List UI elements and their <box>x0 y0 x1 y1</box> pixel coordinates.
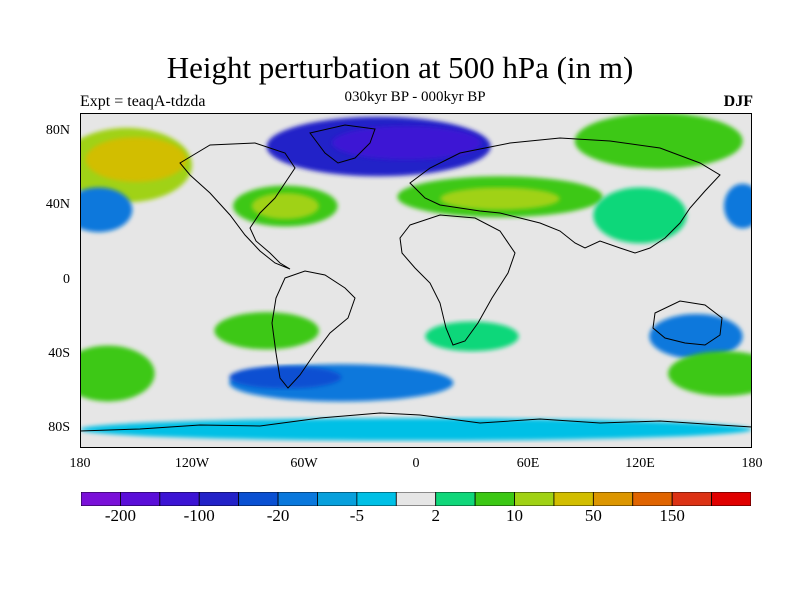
coastline-greenland <box>309 124 376 164</box>
colorbar-swatch <box>514 492 555 506</box>
coastline-north-america <box>179 142 296 270</box>
colorbar-swatch <box>395 492 437 506</box>
colorbar-swatch <box>81 492 121 506</box>
contour-antarctic-band <box>80 418 752 441</box>
lon-tick-label: 0 <box>412 456 420 471</box>
colorbar-label: 50 <box>584 506 602 525</box>
colorbar-swatch <box>671 492 712 506</box>
map-panel <box>80 113 752 448</box>
contour-southern-ocean-high-east <box>668 351 752 396</box>
contour-arctic-canada-low-core <box>332 126 482 160</box>
experiment-label: Expt = teaqA-tdzda <box>80 93 206 110</box>
lon-tick-label: 120E <box>625 456 655 471</box>
lat-tick-label: 40S <box>48 345 70 361</box>
height-perturbation-map <box>80 113 752 448</box>
map-border <box>80 113 752 448</box>
colorbar-swatch <box>553 492 594 506</box>
colorbar-swatch <box>159 492 200 506</box>
contour-north-atlantic-high-core <box>251 193 319 220</box>
lat-tick-label: 0 <box>63 271 70 287</box>
coastline-south-america <box>271 270 356 389</box>
contour-south-pacific-high <box>214 312 319 350</box>
contour-south-atlantic-high <box>425 321 519 352</box>
coastline-australia <box>652 300 723 346</box>
colorbar-label: -5 <box>349 506 364 525</box>
lon-tick-label: 60W <box>290 456 318 471</box>
colorbar-label: 10 <box>506 506 524 525</box>
colorbar-swatch <box>592 492 634 506</box>
season-label: DJF <box>723 93 753 110</box>
colorbar-swatch <box>632 492 673 506</box>
colorbar-label: -200 <box>104 506 136 525</box>
lon-tick-label: 120W <box>174 456 210 471</box>
colorbar-swatch <box>474 492 515 506</box>
lat-tick-label: 80S <box>48 420 70 436</box>
contour-eurasia-high-core <box>440 187 560 210</box>
lon-tick-label: 60E <box>516 456 540 471</box>
colorbar-swatch <box>356 492 397 506</box>
colorbar-label: 2 <box>431 506 440 525</box>
colorbar-label: -100 <box>183 506 215 525</box>
colorbar-swatch <box>277 492 318 506</box>
lon-tick-label: 180 <box>741 456 763 471</box>
contour-north-pacific-high-core <box>85 137 187 182</box>
lat-tick-label: 80N <box>45 122 70 138</box>
contour-siberia-high <box>574 113 743 169</box>
coastline-antarctica <box>80 412 752 432</box>
contour-southern-ocean-high-west <box>80 345 155 402</box>
map-title: Height perturbation at 500 hPa (in m) <box>166 50 634 85</box>
colorbar-swatch <box>711 492 751 506</box>
lon-tick-label: 180 <box>69 456 91 471</box>
contour-pacific-high-west <box>593 187 687 244</box>
map-subtitle: 030kyr BP - 000kyr BP <box>344 89 486 105</box>
colorbar <box>81 492 751 506</box>
colorbar-label: 150 <box>659 506 685 525</box>
contour-north-pacific-low <box>80 187 133 233</box>
coastline-africa <box>399 214 516 346</box>
colorbar-swatch <box>120 492 161 506</box>
colorbar-swatch <box>317 492 358 506</box>
contour-south-indian-low <box>649 314 743 359</box>
colorbar-swatch <box>435 492 476 506</box>
contour-north-pacific-low-east <box>724 183 752 229</box>
colorbar-label: -20 <box>266 506 290 525</box>
coastline-europe-asia <box>409 137 721 254</box>
contour-southern-ocean-low-core <box>229 366 342 389</box>
lat-tick-label: 40N <box>45 197 70 213</box>
colorbar-swatch <box>238 492 279 506</box>
colorbar-swatch <box>198 492 240 506</box>
